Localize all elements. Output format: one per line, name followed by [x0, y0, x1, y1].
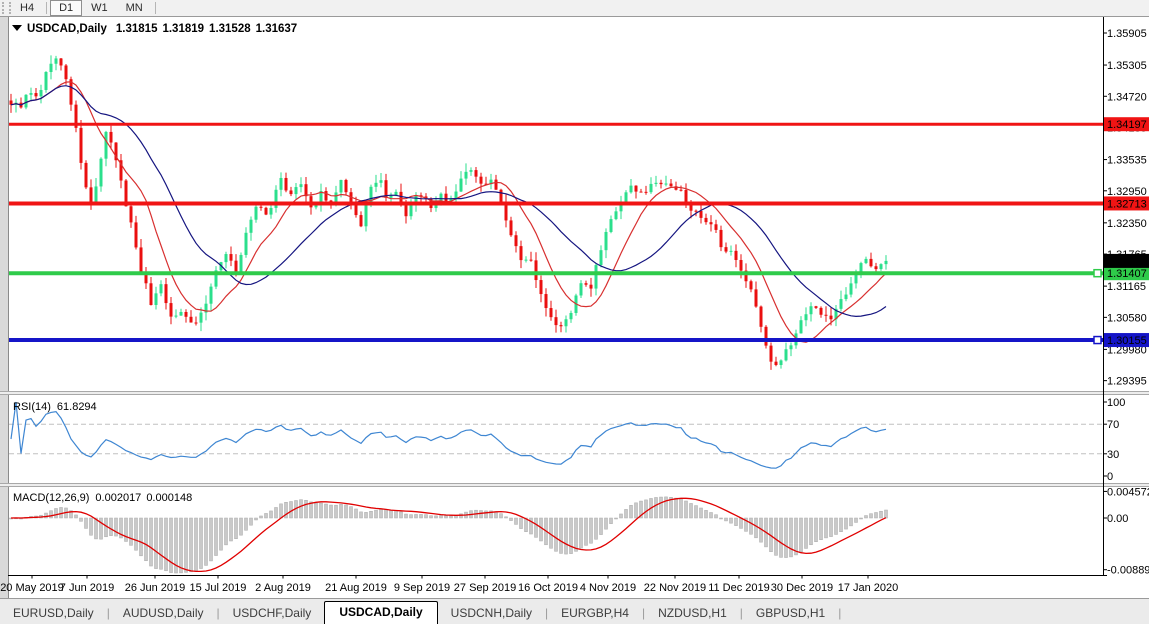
- date-tick-label: 27 Sep 2019: [454, 582, 516, 594]
- chart-tabs-bar: EURUSD,Daily | AUDUSD,Daily | USDCHF,Daily US…: [0, 598, 1149, 624]
- date-tick-label: 4 Nov 2019: [580, 582, 636, 594]
- macd-label: MACD(12,26,9) 0.002017 0.000148: [13, 492, 192, 504]
- price-axis[interactable]: 1.359051.353051.347201.341351.335351.329…: [1103, 28, 1149, 577]
- rsi-tick-label: 100: [1107, 397, 1125, 409]
- level-price-badge: 1.32713: [1107, 198, 1147, 210]
- macd-tick-label: -0.008893: [1107, 565, 1149, 577]
- date-tick-label: 9 Sep 2019: [394, 582, 450, 594]
- tab-separator: |: [641, 606, 646, 620]
- chart-title: USDCAD,Daily 1.31815 1.31819 1.31528 1.31637: [27, 23, 297, 35]
- macd-signal-line: [10, 497, 887, 573]
- price-tick-label: 1.35305: [1107, 60, 1147, 72]
- rsi-tick-label: 70: [1107, 419, 1119, 431]
- level-price-badge: 1.30155: [1107, 335, 1147, 347]
- date-tick-label: 17 Jan 2020: [838, 582, 899, 594]
- rsi-tick-label: 30: [1107, 449, 1119, 461]
- timeframe-button-h4[interactable]: H4: [20, 2, 35, 14]
- price-tick-label: 1.30580: [1107, 312, 1147, 324]
- macd-tick-label: 0.00: [1107, 513, 1128, 525]
- date-tick-label: 16 Oct 2019: [518, 582, 578, 594]
- toolbar-grip-icon[interactable]: [2, 2, 11, 14]
- date-tick-label: 22 Nov 2019: [644, 582, 706, 594]
- timeframe-button-w1[interactable]: W1: [91, 2, 108, 14]
- price-tick-label: 1.33535: [1107, 155, 1147, 167]
- price-tick-label: 1.34720: [1107, 91, 1147, 103]
- price-level-badges: 1.34197 1.32713 1.31407 1.30155 1.31637: [1104, 117, 1149, 348]
- date-tick-label: 15 Jul 2019: [190, 582, 247, 594]
- macd-tick-label: 0.004572: [1107, 486, 1149, 498]
- chart-tab-usdcad[interactable]: USDCAD,Daily: [324, 601, 438, 624]
- date-tick-label: 7 Jun 2019: [60, 582, 114, 594]
- date-tick-label: 11 Dec 2019: [708, 582, 770, 594]
- date-tick-label: 21 Aug 2019: [325, 582, 387, 594]
- hline-handle-icon[interactable]: [1093, 335, 1102, 345]
- timeframe-button-d1[interactable]: D1: [50, 0, 83, 16]
- candlestick-series: [9, 55, 888, 370]
- chart-menu-triangle-icon[interactable]: [12, 25, 22, 31]
- chart-tab-gbpusd[interactable]: GBPUSD,H1: [755, 606, 826, 620]
- chart-tab-audusd[interactable]: AUDUSD,Daily: [122, 606, 204, 620]
- current-price-badge: 1.31637: [1107, 256, 1147, 268]
- chart-tab-eurusd[interactable]: EURUSD,Daily: [13, 606, 94, 620]
- date-tick-label: 20 May 2019: [0, 582, 64, 594]
- price-tick-label: 1.35905: [1107, 28, 1147, 40]
- hline-handle-icon[interactable]: [1093, 268, 1102, 278]
- price-tick-label: 1.32350: [1107, 218, 1147, 230]
- date-tick-label: 2 Aug 2019: [255, 582, 311, 594]
- level-price-badge: 1.34197: [1107, 119, 1147, 131]
- chart-tab-usdchf[interactable]: USDCHF,Daily: [232, 606, 312, 620]
- price-tick-label: 1.31165: [1107, 281, 1146, 293]
- timeframe-button-mn[interactable]: MN: [125, 2, 143, 14]
- support-resistance-lines[interactable]: [9, 122, 1103, 345]
- macd-pane: [9, 496, 888, 574]
- date-tick-label: 26 Jun 2019: [125, 582, 186, 594]
- tab-separator: |: [106, 606, 110, 620]
- chart-frame: [0, 16, 1149, 600]
- tab-separator: |: [739, 606, 743, 620]
- timeframe-toolbar: H4 D1 W1 MN: [0, 0, 1149, 17]
- rsi-label: RSI(14) 61.8294: [13, 401, 97, 413]
- rsi-line: [10, 401, 887, 469]
- toolbar-separator: [154, 2, 156, 14]
- chart-tab-eurgbp[interactable]: EURGBP,H4: [561, 606, 629, 620]
- level-price-badge: 1.31407: [1107, 268, 1147, 280]
- rsi-pane: [9, 401, 1103, 469]
- toolbar-separator: [46, 2, 48, 14]
- price-tick-label: 1.29395: [1107, 376, 1147, 388]
- date-tick-label: 30 Dec 2019: [771, 582, 833, 594]
- tab-separator: |: [216, 606, 220, 620]
- tab-separator: |: [838, 606, 842, 620]
- price-tick-label: 1.29980: [1107, 344, 1147, 356]
- chart-tab-nzdusd[interactable]: NZDUSD,H1: [658, 606, 727, 620]
- rsi-tick-label: 0: [1107, 471, 1113, 483]
- chart-tab-usdcnh[interactable]: USDCNH,Daily: [450, 606, 533, 620]
- price-tick-label: 1.32950: [1107, 186, 1147, 198]
- ma-slow-line: [10, 85, 887, 318]
- tab-separator: |: [545, 606, 549, 620]
